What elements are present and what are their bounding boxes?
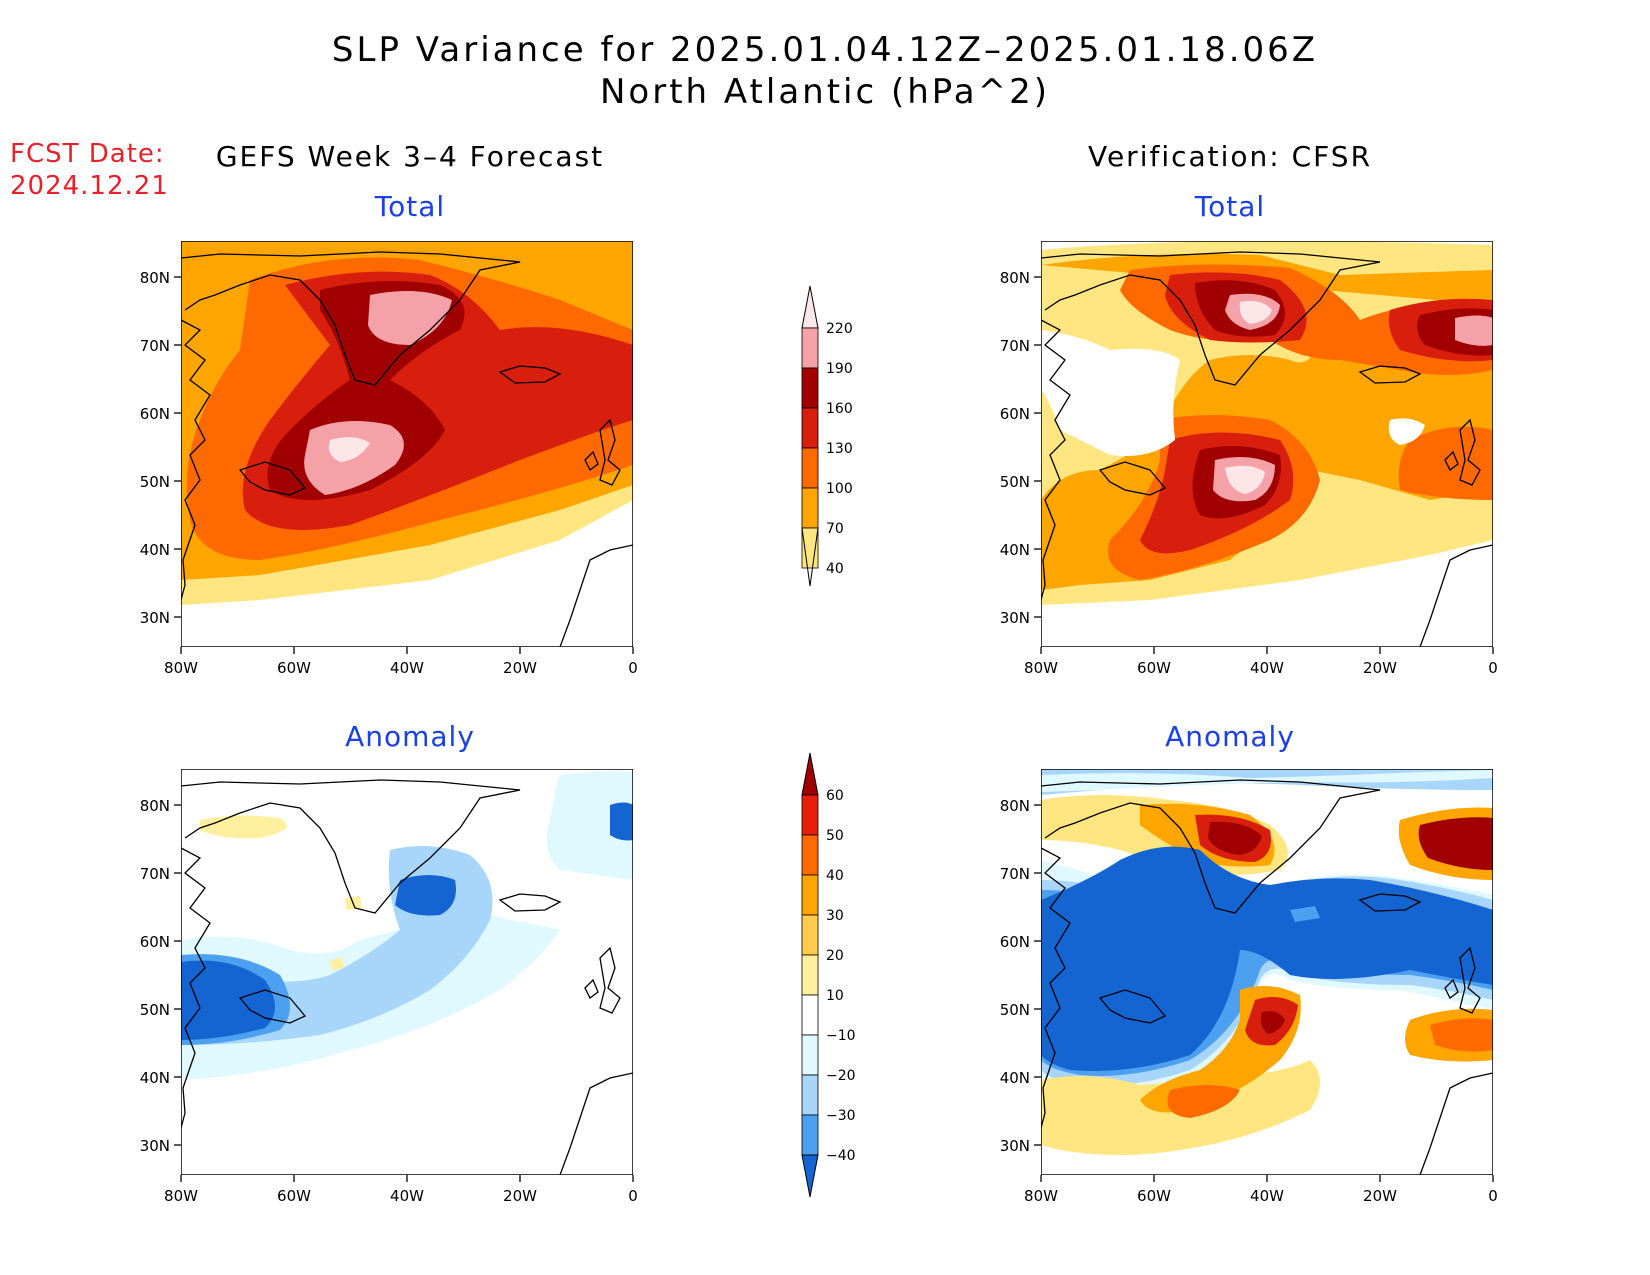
lon-tick-label: 80W — [164, 1187, 198, 1205]
colorbar-segment — [801, 487, 819, 529]
colorbar-segment — [801, 834, 819, 876]
colorbar-level-label: −20 — [826, 1068, 856, 1084]
colorbar-level-label: 20 — [826, 948, 844, 964]
lat-tick-label: 60N — [140, 933, 170, 951]
total-colorbar: 220 190 160 130 100 70 40 — [801, 285, 853, 587]
forecast-anomaly-field — [181, 769, 633, 1175]
lon-tick-label: 0 — [628, 659, 638, 677]
colorbar-level-label: 10 — [826, 988, 844, 1004]
colorbars: 220 190 160 130 100 70 40 60 50 40 30 20 10 −10 −20 −30… — [801, 285, 856, 1198]
lat-tick-label: 80N — [1000, 269, 1030, 287]
lat-tick-label: 30N — [1000, 1137, 1030, 1155]
lat-tick-label: 30N — [140, 609, 170, 627]
lon-tick-label: 0 — [1488, 1187, 1498, 1205]
colorbar-top-arrow — [801, 285, 819, 329]
colorbar-segment — [801, 367, 819, 409]
lon-tick-label: 0 — [628, 1187, 638, 1205]
lat-tick-label: 50N — [140, 473, 170, 491]
lon-tick-label: 20W — [1363, 659, 1397, 677]
lat-tick-label: 30N — [140, 1137, 170, 1155]
colorbar-level-label: 70 — [826, 521, 844, 537]
colorbar-level-label: 30 — [826, 908, 844, 924]
lat-tick-label: 40N — [1000, 1069, 1030, 1087]
colorbar-segment — [801, 794, 819, 836]
left-column-title: GEFS Week 3–4 Forecast — [215, 140, 605, 173]
verification-anomaly-field — [1041, 769, 1493, 1175]
lon-tick-label: 20W — [503, 1187, 537, 1205]
lon-tick-label: 40W — [1250, 1187, 1284, 1205]
map-axes: 80W 60W 40W 20W 0 80N 70N 60N 50N 40N 30N 80W 60W 40W… — [140, 269, 1498, 1205]
fcst-date-value: 2024.12.21 — [10, 171, 169, 201]
lon-tick-label: 40W — [1250, 659, 1284, 677]
colorbar-bottom-arrow — [801, 1154, 819, 1198]
lon-tick-label: 0 — [1488, 659, 1498, 677]
lat-tick-label: 70N — [140, 865, 170, 883]
lat-tick-label: 80N — [1000, 797, 1030, 815]
lat-tick-label: 80N — [140, 269, 170, 287]
colorbar-segment — [801, 954, 819, 996]
colorbar-segment — [801, 447, 819, 489]
colorbar-segment — [801, 1074, 819, 1116]
colorbar-top-arrow — [801, 752, 819, 796]
colorbar-segment — [801, 407, 819, 449]
lon-tick-label: 40W — [390, 1187, 424, 1205]
forecast-total-field — [181, 241, 633, 647]
right-column-title: Verification: CFSR — [1087, 140, 1373, 173]
main-title: SLP Variance for 2025.01.04.12Z–2025.01.… — [331, 30, 1319, 70]
lat-tick-label: 70N — [1000, 865, 1030, 883]
anomaly-colorbar: 60 50 40 30 20 10 −10 −20 −30 −40 — [801, 752, 856, 1198]
main-subtitle: North Atlantic (hPa^2) — [599, 72, 1050, 112]
panel-title-verification-anomaly: Anomaly — [1165, 720, 1295, 753]
lon-tick-label: 80W — [1024, 1187, 1058, 1205]
colorbar-level-label: 190 — [826, 361, 853, 377]
lat-tick-label: 40N — [1000, 541, 1030, 559]
lat-tick-label: 50N — [1000, 473, 1030, 491]
colorbar-segment — [801, 914, 819, 956]
colorbar-level-label: 60 — [826, 788, 844, 804]
lat-tick-label: 70N — [1000, 337, 1030, 355]
colorbar-segment — [801, 327, 819, 369]
colorbar-level-label: −30 — [826, 1108, 856, 1124]
colorbar-level-label: 130 — [826, 441, 853, 457]
lon-tick-label: 40W — [390, 659, 424, 677]
lat-tick-label: 50N — [140, 1001, 170, 1019]
lat-tick-label: 60N — [1000, 933, 1030, 951]
colorbar-level-label: 40 — [826, 561, 844, 577]
colorbar-level-label: 160 — [826, 401, 853, 417]
lon-tick-label: 60W — [1137, 659, 1171, 677]
lat-tick-label: 40N — [140, 1069, 170, 1087]
lat-tick-label: 30N — [1000, 609, 1030, 627]
lat-tick-label: 60N — [140, 405, 170, 423]
lat-tick-label: 60N — [1000, 405, 1030, 423]
colorbar-level-label: 40 — [826, 868, 844, 884]
colorbar-segment — [801, 1034, 819, 1076]
panel-title-forecast-total: Total — [374, 190, 446, 223]
fcst-date-label: FCST Date: — [10, 139, 165, 169]
lon-tick-label: 20W — [503, 659, 537, 677]
lon-tick-label: 20W — [1363, 1187, 1397, 1205]
colorbar-segment — [801, 874, 819, 916]
panel-title-verification-total: Total — [1194, 190, 1266, 223]
colorbar-segment — [801, 994, 819, 1036]
lon-tick-label: 60W — [277, 1187, 311, 1205]
panel-title-forecast-anomaly: Anomaly — [345, 720, 475, 753]
lat-tick-label: 50N — [1000, 1001, 1030, 1019]
lat-tick-label: 70N — [140, 337, 170, 355]
lat-tick-label: 80N — [140, 797, 170, 815]
verification-total-field — [1041, 241, 1493, 647]
colorbar-level-label: 50 — [826, 828, 844, 844]
colorbar-level-label: 220 — [826, 321, 853, 337]
colorbar-segment — [801, 1114, 819, 1156]
lon-tick-label: 80W — [164, 659, 198, 677]
colorbar-level-label: −40 — [826, 1148, 856, 1164]
colorbar-level-label: 100 — [826, 481, 853, 497]
lon-tick-label: 60W — [1137, 1187, 1171, 1205]
colorbar-level-label: −10 — [826, 1028, 856, 1044]
lat-tick-label: 40N — [140, 541, 170, 559]
lon-tick-label: 60W — [277, 659, 311, 677]
lon-tick-label: 80W — [1024, 659, 1058, 677]
